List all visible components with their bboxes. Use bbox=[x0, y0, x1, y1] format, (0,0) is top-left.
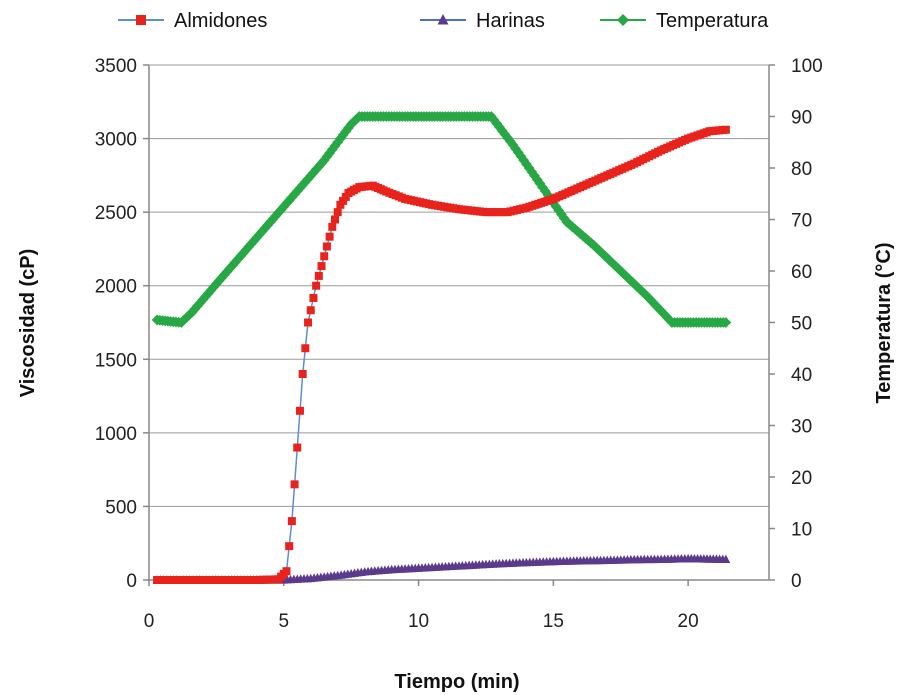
data-point bbox=[328, 222, 337, 231]
series-line bbox=[157, 128, 726, 581]
tick-labels: 0500100015002000250030003500010203040506… bbox=[95, 56, 823, 632]
y2-axis-title: Temperatura (°C) bbox=[873, 243, 895, 404]
data-point bbox=[331, 215, 339, 224]
data-point bbox=[282, 567, 291, 576]
data-point bbox=[295, 406, 304, 415]
data-point bbox=[314, 271, 323, 280]
series-temperatura bbox=[151, 111, 732, 328]
data-point bbox=[534, 178, 546, 189]
data-point bbox=[333, 208, 342, 217]
grid-lines bbox=[149, 64, 769, 507]
y2-tick-label: 70 bbox=[791, 211, 812, 232]
y-tick-label: 1000 bbox=[95, 424, 137, 445]
x-tick-label: 10 bbox=[408, 611, 429, 632]
data-point bbox=[520, 158, 532, 170]
y2-tick-label: 80 bbox=[791, 159, 812, 180]
data-point bbox=[219, 269, 230, 281]
y2-tick-label: 100 bbox=[791, 56, 823, 77]
y2-tick-label: 50 bbox=[791, 314, 812, 335]
legend: Almidones Harinas Temperatura bbox=[118, 10, 769, 32]
data-point bbox=[721, 125, 730, 134]
y2-tick-label: 30 bbox=[791, 417, 812, 438]
data-point bbox=[267, 213, 279, 225]
data-point bbox=[286, 191, 298, 203]
data-point bbox=[306, 306, 315, 315]
data-point bbox=[262, 219, 274, 231]
data-point bbox=[287, 517, 296, 526]
x-tick-label: 15 bbox=[543, 611, 564, 632]
legend-label: Harinas bbox=[476, 10, 545, 32]
data-point bbox=[316, 157, 327, 169]
data-point bbox=[291, 185, 303, 197]
legend-label: Almidones bbox=[174, 10, 267, 32]
y-axis-title: Viscosidad (cP) bbox=[17, 249, 39, 398]
data-point bbox=[293, 443, 302, 452]
data-point bbox=[240, 244, 252, 256]
y-tick-label: 3500 bbox=[95, 56, 137, 77]
data-point bbox=[325, 232, 334, 241]
legend-item-temperatura: Temperatura bbox=[600, 10, 769, 32]
y2-tick-label: 60 bbox=[791, 262, 812, 283]
data-point bbox=[294, 182, 306, 194]
x-tick-label: 5 bbox=[278, 611, 289, 632]
x-tick-label: 0 bbox=[144, 611, 155, 632]
legend-item-almidones: Almidones bbox=[118, 10, 267, 32]
data-point bbox=[208, 281, 220, 293]
data-point bbox=[310, 164, 322, 175]
x-tick-label: 20 bbox=[678, 611, 699, 632]
y-tick-label: 3000 bbox=[95, 130, 137, 151]
y2-tick-label: 90 bbox=[791, 108, 812, 129]
data-point bbox=[317, 262, 326, 271]
y2-tick-label: 0 bbox=[791, 571, 802, 592]
data-point bbox=[285, 542, 294, 551]
data-point bbox=[210, 278, 222, 290]
data-point bbox=[320, 252, 329, 261]
y-tick-label: 1500 bbox=[95, 350, 137, 371]
y-tick-label: 2000 bbox=[95, 277, 137, 298]
data-point bbox=[329, 140, 341, 152]
y-tick-label: 0 bbox=[126, 571, 137, 592]
data-point bbox=[216, 272, 228, 284]
data-point bbox=[305, 170, 317, 182]
data-point bbox=[334, 133, 346, 145]
data-point bbox=[248, 235, 260, 247]
series-almidones bbox=[153, 125, 730, 584]
data-point bbox=[720, 317, 732, 328]
data-point bbox=[301, 344, 310, 353]
y2-tick-label: 40 bbox=[791, 365, 812, 386]
data-point bbox=[304, 318, 313, 327]
data-point bbox=[309, 293, 318, 302]
data-point bbox=[507, 139, 519, 151]
data-point bbox=[298, 370, 307, 378]
legend-marker bbox=[437, 14, 449, 25]
y2-tick-label: 10 bbox=[791, 520, 812, 541]
data-point bbox=[186, 306, 198, 318]
y-tick-label: 2500 bbox=[95, 203, 137, 224]
legend-item-harinas: Harinas bbox=[420, 10, 545, 32]
y2-tick-label: 20 bbox=[791, 468, 812, 489]
legend-marker bbox=[617, 14, 629, 26]
data-point bbox=[558, 212, 570, 224]
data-point bbox=[235, 250, 247, 262]
data-point bbox=[502, 132, 513, 144]
data-point bbox=[721, 554, 731, 563]
legend-label: Temperatura bbox=[656, 10, 769, 32]
data-point bbox=[312, 281, 321, 290]
data-point bbox=[237, 247, 249, 259]
data-point bbox=[229, 256, 241, 268]
data-point bbox=[531, 174, 543, 185]
data-point bbox=[246, 238, 257, 250]
data-point bbox=[324, 147, 336, 159]
data-point bbox=[290, 480, 299, 489]
data-point bbox=[272, 207, 284, 219]
data-point bbox=[491, 118, 503, 129]
y-tick-label: 500 bbox=[105, 497, 137, 518]
data-point bbox=[496, 125, 508, 137]
x-axis-title: Tiempo (min) bbox=[394, 671, 519, 693]
series bbox=[151, 111, 732, 584]
data-point bbox=[322, 242, 331, 251]
legend-marker bbox=[136, 15, 146, 25]
